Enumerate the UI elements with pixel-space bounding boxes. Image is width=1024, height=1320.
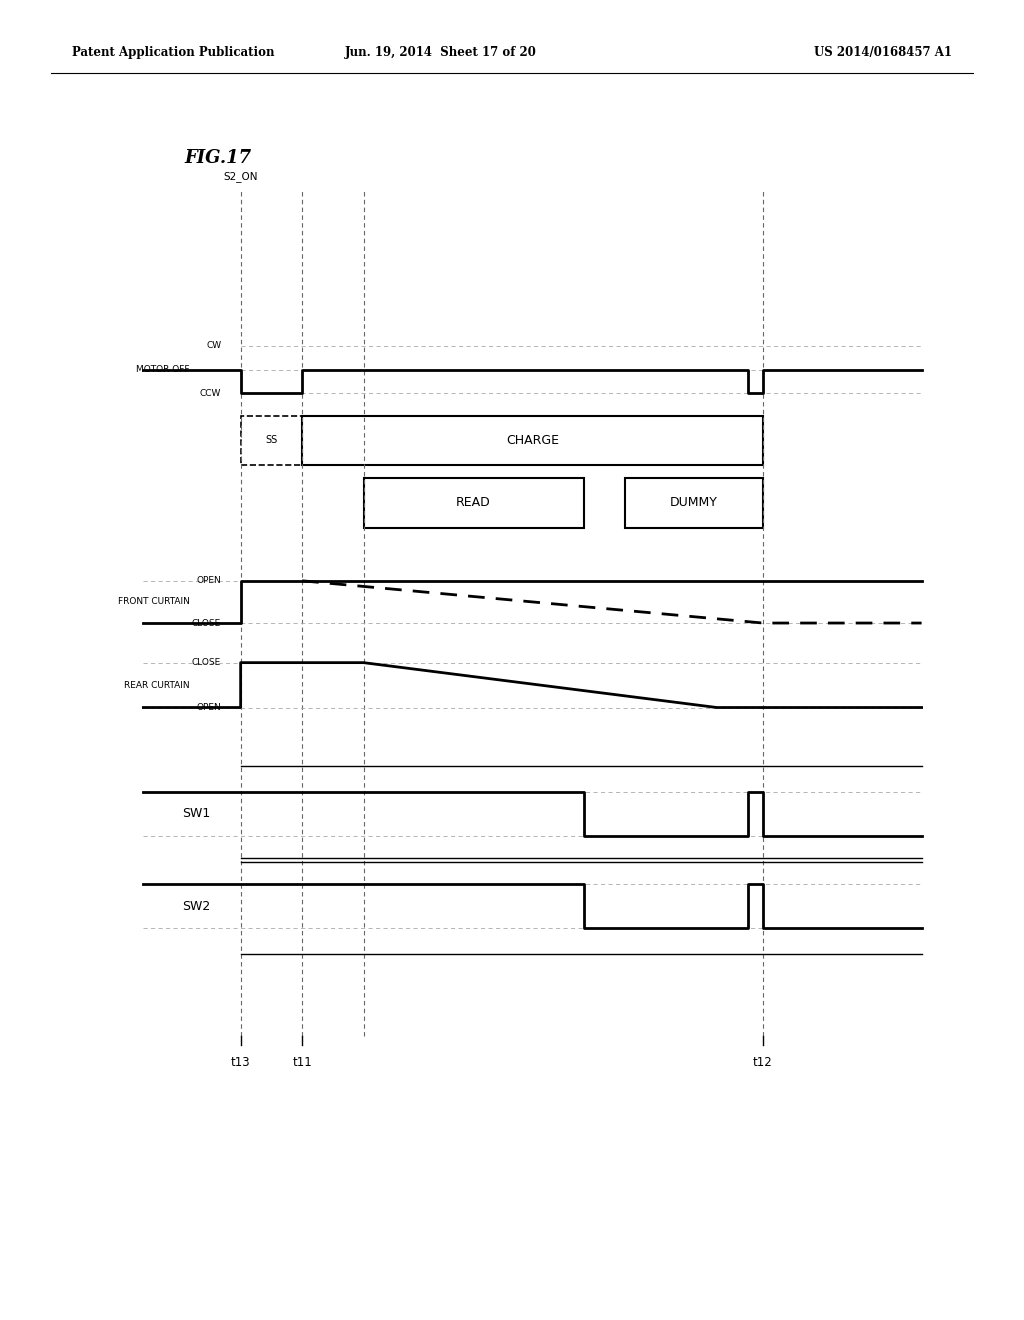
Text: S2_ON: S2_ON bbox=[223, 172, 258, 182]
Text: CW: CW bbox=[206, 342, 221, 350]
Text: t11: t11 bbox=[292, 1056, 312, 1069]
Bar bbox=[364, 478, 584, 528]
Text: FRONT CURTAIN: FRONT CURTAIN bbox=[118, 598, 189, 606]
Text: Patent Application Publication: Patent Application Publication bbox=[72, 46, 274, 59]
Text: MOTOR OFF: MOTOR OFF bbox=[136, 366, 189, 374]
Text: CCW: CCW bbox=[200, 389, 221, 397]
Text: US 2014/0168457 A1: US 2014/0168457 A1 bbox=[814, 46, 952, 59]
Text: CHARGE: CHARGE bbox=[506, 434, 559, 446]
Text: DUMMY: DUMMY bbox=[670, 496, 718, 510]
Bar bbox=[625, 478, 763, 528]
Text: OPEN: OPEN bbox=[197, 704, 221, 711]
Bar bbox=[241, 416, 302, 465]
Text: CLOSE: CLOSE bbox=[191, 619, 221, 627]
Text: Jun. 19, 2014  Sheet 17 of 20: Jun. 19, 2014 Sheet 17 of 20 bbox=[344, 46, 537, 59]
Text: t13: t13 bbox=[230, 1056, 251, 1069]
Text: READ: READ bbox=[457, 496, 490, 510]
Text: SW2: SW2 bbox=[181, 900, 210, 912]
Text: t12: t12 bbox=[753, 1056, 773, 1069]
Text: SW1: SW1 bbox=[181, 808, 210, 820]
Bar bbox=[302, 416, 763, 465]
Text: OPEN: OPEN bbox=[197, 577, 221, 585]
Text: CLOSE: CLOSE bbox=[191, 659, 221, 667]
Text: FIG.17: FIG.17 bbox=[184, 149, 252, 168]
Text: SS: SS bbox=[265, 436, 278, 445]
Text: REAR CURTAIN: REAR CURTAIN bbox=[124, 681, 189, 689]
